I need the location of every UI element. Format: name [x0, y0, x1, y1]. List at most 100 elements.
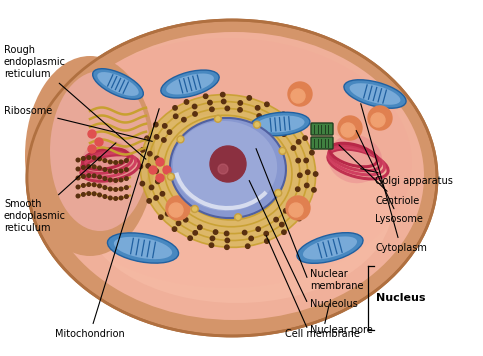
Circle shape	[163, 124, 167, 128]
Circle shape	[209, 243, 213, 247]
Ellipse shape	[161, 70, 219, 98]
Circle shape	[154, 169, 158, 173]
Circle shape	[141, 148, 145, 152]
Circle shape	[191, 205, 198, 213]
Circle shape	[92, 156, 96, 159]
Circle shape	[146, 164, 150, 168]
Circle shape	[276, 191, 280, 195]
Text: Mitochondrion: Mitochondrion	[55, 109, 159, 339]
Circle shape	[184, 218, 188, 222]
Circle shape	[98, 193, 101, 197]
Circle shape	[167, 130, 171, 134]
Circle shape	[274, 218, 278, 222]
Circle shape	[281, 149, 284, 153]
Ellipse shape	[166, 73, 214, 94]
Circle shape	[87, 156, 90, 159]
Circle shape	[92, 165, 96, 168]
Text: Nucleus: Nucleus	[376, 293, 426, 303]
Circle shape	[82, 166, 85, 169]
FancyBboxPatch shape	[311, 123, 333, 135]
Circle shape	[238, 108, 242, 112]
Circle shape	[256, 106, 260, 110]
Circle shape	[238, 101, 242, 105]
Circle shape	[166, 196, 190, 220]
Circle shape	[210, 236, 214, 241]
Circle shape	[265, 239, 269, 243]
Circle shape	[279, 147, 286, 155]
Circle shape	[235, 214, 242, 221]
Circle shape	[98, 175, 101, 179]
Circle shape	[218, 164, 228, 174]
Circle shape	[87, 192, 90, 195]
Circle shape	[289, 203, 303, 217]
Circle shape	[76, 176, 80, 180]
Circle shape	[119, 160, 123, 164]
Circle shape	[286, 196, 310, 220]
Circle shape	[88, 130, 96, 138]
Circle shape	[291, 211, 296, 216]
Circle shape	[225, 231, 229, 236]
Circle shape	[257, 114, 261, 118]
Ellipse shape	[97, 72, 139, 96]
Circle shape	[210, 146, 246, 182]
Circle shape	[155, 156, 159, 161]
Text: Nuclear pore: Nuclear pore	[310, 325, 373, 335]
Circle shape	[92, 192, 96, 195]
Ellipse shape	[81, 140, 133, 186]
Circle shape	[82, 184, 85, 187]
Circle shape	[291, 89, 305, 103]
Circle shape	[368, 106, 392, 130]
Circle shape	[236, 215, 240, 219]
Circle shape	[265, 102, 269, 106]
Ellipse shape	[141, 95, 316, 247]
Circle shape	[149, 166, 157, 174]
Circle shape	[182, 117, 186, 122]
Circle shape	[125, 177, 128, 180]
Circle shape	[173, 106, 177, 110]
Circle shape	[119, 169, 123, 173]
Ellipse shape	[114, 237, 172, 259]
Circle shape	[284, 209, 288, 213]
Text: Ribosome: Ribosome	[4, 106, 152, 141]
Circle shape	[103, 159, 107, 162]
Circle shape	[277, 117, 281, 122]
Circle shape	[125, 168, 128, 171]
Circle shape	[185, 100, 189, 104]
Circle shape	[138, 164, 142, 169]
Ellipse shape	[25, 56, 155, 256]
Circle shape	[242, 230, 247, 235]
Circle shape	[109, 187, 112, 191]
Circle shape	[82, 157, 85, 160]
Circle shape	[305, 183, 309, 188]
Circle shape	[213, 230, 218, 234]
Circle shape	[176, 221, 181, 225]
Circle shape	[103, 168, 107, 171]
Circle shape	[98, 157, 101, 161]
Circle shape	[291, 146, 296, 150]
Circle shape	[280, 222, 284, 227]
Ellipse shape	[93, 69, 143, 99]
Text: Centriole: Centriole	[339, 145, 419, 206]
Circle shape	[125, 195, 128, 198]
Circle shape	[193, 207, 197, 211]
Circle shape	[203, 94, 208, 99]
Circle shape	[173, 114, 178, 119]
Circle shape	[76, 185, 80, 189]
Circle shape	[172, 227, 177, 231]
Circle shape	[214, 115, 221, 122]
Text: Rough
endoplasmic
reticulum: Rough endoplasmic reticulum	[4, 46, 146, 159]
Text: Nucleolus: Nucleolus	[310, 299, 358, 309]
Circle shape	[296, 158, 300, 163]
Circle shape	[98, 166, 101, 170]
Circle shape	[264, 231, 269, 236]
Ellipse shape	[256, 115, 304, 132]
Circle shape	[103, 195, 107, 198]
Circle shape	[221, 93, 225, 97]
Ellipse shape	[173, 121, 277, 211]
Circle shape	[313, 172, 318, 176]
Circle shape	[249, 236, 254, 241]
Circle shape	[247, 96, 252, 100]
Ellipse shape	[328, 135, 382, 183]
Text: Cell membrane: Cell membrane	[285, 304, 360, 339]
Circle shape	[169, 203, 183, 217]
